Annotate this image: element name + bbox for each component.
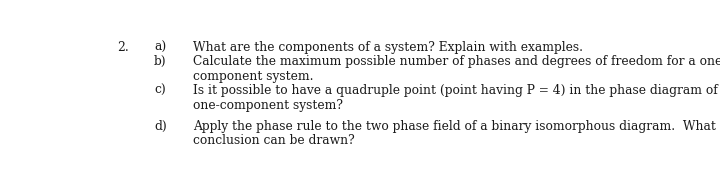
Text: component system.: component system. <box>193 70 314 83</box>
Text: 2.: 2. <box>117 41 129 54</box>
Text: What are the components of a system? Explain with examples.: What are the components of a system? Exp… <box>193 41 583 54</box>
Text: c): c) <box>154 84 166 97</box>
Text: one-component system?: one-component system? <box>193 99 343 112</box>
Text: Is it possible to have a quadruple point (point having P = 4) in the phase diagr: Is it possible to have a quadruple point… <box>193 84 720 97</box>
Text: d): d) <box>154 120 167 133</box>
Text: Apply the phase rule to the two phase field of a binary isomorphous diagram.  Wh: Apply the phase rule to the two phase fi… <box>193 120 716 133</box>
Text: a): a) <box>154 41 166 54</box>
Text: conclusion can be drawn?: conclusion can be drawn? <box>193 134 355 147</box>
Text: b): b) <box>154 55 167 68</box>
Text: Calculate the maximum possible number of phases and degrees of freedom for a one: Calculate the maximum possible number of… <box>193 55 720 68</box>
